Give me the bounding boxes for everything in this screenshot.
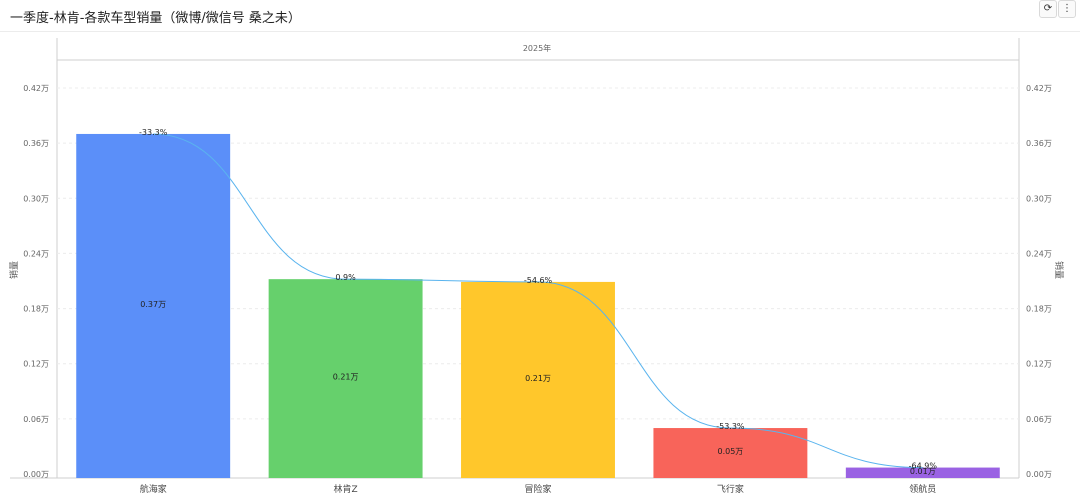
x-tick-label: 冒险家 [524, 483, 551, 495]
trend-point-label: 0.9% [335, 273, 356, 282]
bar [268, 279, 423, 478]
y-tick-label-right: 0.36万 [1026, 139, 1052, 148]
y-tick-label-right: 0.30万 [1026, 194, 1052, 203]
bar-value-label: 0.01万 [910, 467, 936, 476]
bar-value-label: 0.21万 [525, 374, 551, 383]
trend-point-label: -53.3% [716, 422, 745, 431]
chart-title: 一季度-林肯-各款车型销量（微博/微信号 桑之未） [10, 11, 301, 26]
facet-label: 2025年 [523, 43, 551, 53]
trend-point-label: -54.6% [524, 276, 553, 285]
bar-value-label: 0.05万 [717, 447, 743, 456]
x-tick-label: 飞行家 [717, 483, 744, 495]
bar [845, 467, 1000, 478]
y-tick-label-left: 0.36万 [23, 139, 49, 148]
trend-line-path [153, 133, 923, 469]
bars: 0.37万 0.21万 0.21万 0.05万 0.01万 [76, 133, 1000, 478]
bar-value-label: 0.21万 [333, 373, 359, 382]
bar [461, 281, 615, 478]
trend-point-label: -33.3% [139, 128, 168, 137]
y-tick-label-right: 0.00万 [1026, 470, 1052, 479]
x-tick-label: 林肯Z [334, 483, 358, 495]
y-tick-label-right: 0.18万 [1026, 305, 1052, 314]
y-tick-label-left: 0.42万 [23, 84, 49, 93]
x-tick-label: 航海家 [140, 483, 167, 495]
header-divider [0, 31, 1080, 32]
bar [653, 428, 808, 478]
y-axis-title-right: 销量 [1053, 261, 1065, 279]
bar-value-label: 0.37万 [140, 300, 166, 309]
y-tick-label-right: 0.06万 [1026, 415, 1052, 424]
bar [76, 133, 231, 478]
y-tick-label-left: 0.00万 [23, 470, 49, 479]
x-axis: 航海家 林肯Z 冒险家 飞行家 领航员 [140, 483, 937, 495]
y-axis-right: 0.00万 0.06万 0.12万 0.18万 0.24万 0.30万 0.36万 0.42万 [1026, 84, 1052, 479]
y-tick-label-right: 0.42万 [1026, 84, 1052, 93]
more-vertical-icon[interactable]: ⋮ [1058, 0, 1076, 18]
y-tick-label-left: 0.18万 [23, 305, 49, 314]
y-tick-label-left: 0.24万 [23, 249, 49, 258]
trend-point-label: -64.9% [909, 462, 938, 471]
y-axis-left: 0.00万 0.06万 0.12万 0.18万 0.24万 0.30万 0.36万 0.42万 [23, 84, 49, 479]
y-tick-label-left: 0.06万 [23, 415, 49, 424]
y-tick-label-left: 0.30万 [23, 194, 49, 203]
y-axis-title-left: 销量 [8, 261, 20, 279]
x-tick-label: 领航员 [909, 483, 936, 495]
y-tick-label-right: 0.12万 [1026, 360, 1052, 369]
y-tick-label-left: 0.12万 [23, 360, 49, 369]
refresh-icon[interactable]: ⟳ [1039, 0, 1057, 18]
y-tick-label-right: 0.24万 [1026, 249, 1052, 258]
trend-line: -33.3% 0.9% -54.6% -53.3% -64.9% [139, 128, 937, 471]
